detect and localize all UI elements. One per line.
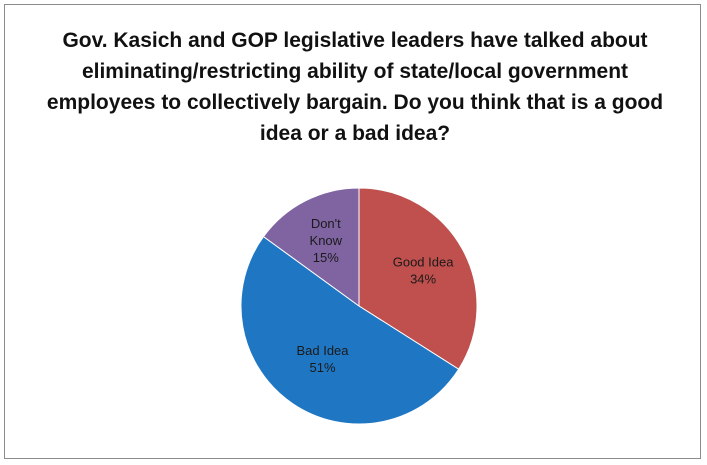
pie-chart: Good Idea 34% Bad Idea 51% Don't Know 15% bbox=[240, 187, 478, 425]
pie-label-bad-idea: Bad Idea 51% bbox=[296, 343, 349, 375]
pie-slice-don-t-know bbox=[262, 187, 360, 307]
chart-frame: Gov. Kasich and GOP legislative leaders … bbox=[4, 4, 701, 459]
pie-slice-good-idea bbox=[358, 187, 478, 370]
pie-label-good-idea: Good Idea 34% bbox=[393, 254, 454, 286]
pie-slice-bad-idea bbox=[240, 235, 460, 425]
pie-label-don-t-know: Don't Know 15% bbox=[310, 216, 343, 265]
chart-title: Gov. Kasich and GOP legislative leaders … bbox=[46, 29, 664, 145]
